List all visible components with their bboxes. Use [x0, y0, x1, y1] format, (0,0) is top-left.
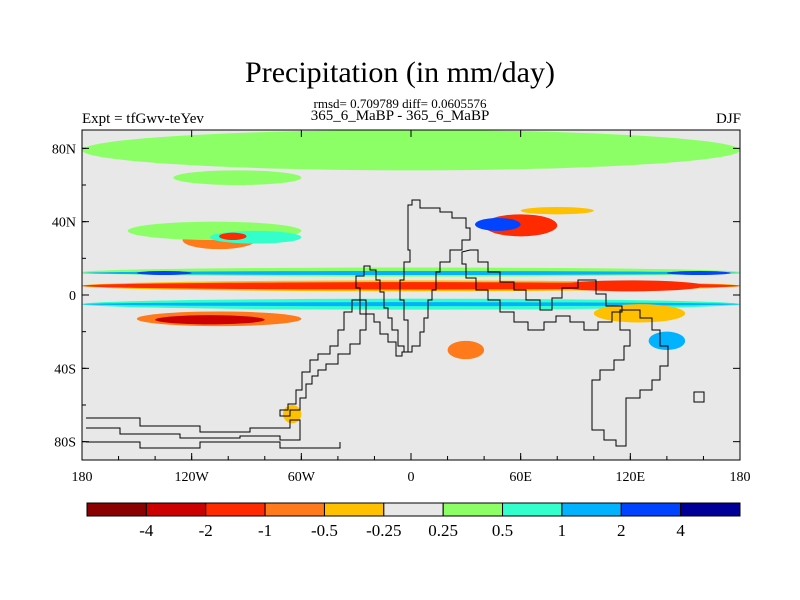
colorbar-label-6: 0.5	[492, 521, 513, 540]
colorbar-label-4: -0.25	[366, 521, 401, 540]
axis-ticks	[81, 130, 741, 460]
coastlines	[86, 199, 705, 449]
anomaly-region-9	[666, 271, 731, 275]
lat-label-2: 0	[69, 289, 76, 304]
colorbar-box-3	[264, 502, 325, 517]
colorbar-box-9	[620, 502, 682, 517]
lon-label-1: 120W	[175, 470, 210, 485]
anomaly-region-18	[474, 218, 521, 231]
colorbar-label-1: -2	[199, 521, 213, 540]
colorbar-box-2	[205, 502, 266, 517]
lat-label-1: 40N	[52, 216, 76, 231]
colorbar-box-1	[145, 502, 207, 517]
anomaly-region-14	[82, 302, 740, 307]
colorbar-label-0: -4	[139, 521, 154, 540]
anomaly-region-19	[520, 207, 594, 215]
coastline-antarctic-edge	[86, 441, 341, 449]
field-background	[82, 130, 740, 460]
lat-label-0: 80N	[52, 142, 76, 157]
colorbar-label-2: -1	[258, 521, 272, 540]
anomaly-region-16	[155, 315, 265, 325]
anomaly-region-5	[219, 232, 247, 240]
colorbar-label-5: 0.25	[428, 521, 458, 540]
anomaly-region-22	[648, 331, 686, 351]
anomaly-region-8	[136, 271, 192, 275]
colorbar-label-8: 2	[617, 521, 626, 540]
experiment-label: Expt = tfGwv-teYev	[82, 111, 204, 127]
anomaly-region-21	[593, 304, 686, 323]
latitude-labels: 80N 40N 0 40S 80S	[52, 142, 76, 450]
map-title: Precipitation (in mm/day)	[245, 56, 555, 89]
longitude-labels: 180 120W 60W 0 60E 120E 180	[72, 470, 751, 485]
anomaly-region-1	[173, 170, 302, 186]
anomaly-region-0	[82, 130, 740, 171]
season-label: DJF	[715, 111, 741, 127]
lon-label-5: 120E	[616, 470, 646, 485]
coastline-australia	[591, 309, 669, 447]
colorbar-label-3: -0.5	[311, 521, 338, 540]
anomaly-region-23	[283, 405, 302, 424]
coastline-southern-ring	[86, 417, 301, 441]
colorbar-box-8	[561, 502, 622, 517]
coastline-south-america	[279, 299, 367, 417]
stats-text: rmsd= 0.709789 diff= 0.0605576	[313, 96, 487, 111]
anomaly-region-20	[447, 340, 485, 360]
precip-field	[82, 130, 740, 460]
colorbar-box-5	[383, 502, 444, 517]
anomaly-region-24	[502, 450, 686, 460]
colorbar-box-0	[86, 502, 147, 517]
lon-label-0: 180	[72, 470, 93, 485]
lon-label-4: 60E	[509, 470, 532, 485]
anomaly-region-7	[82, 271, 740, 275]
colorbar	[86, 502, 741, 517]
colorbar-labels: -4 -2 -1 -0.5 -0.25 0.25 0.5 1 2 4	[139, 521, 685, 540]
colorbar-label-7: 1	[558, 521, 567, 540]
lat-label-4: 80S	[54, 436, 76, 451]
runs-text: 365_6_MaBP - 365_6_MaBP	[310, 108, 490, 124]
colorbar-box-4	[323, 502, 385, 517]
anomaly-region-12	[557, 280, 704, 292]
coastline-africa-europe	[355, 199, 471, 357]
lon-label-2: 60W	[288, 470, 316, 485]
colorbar-box-7	[502, 502, 563, 517]
lat-label-3: 40S	[54, 362, 76, 377]
lon-label-3: 0	[408, 470, 415, 485]
colorbar-box-6	[442, 502, 504, 517]
colorbar-label-9: 4	[676, 521, 685, 540]
colorbar-box-10	[680, 502, 741, 517]
coastline-island-small	[693, 391, 705, 403]
anomaly-regions	[82, 130, 740, 460]
lon-label-6: 180	[730, 470, 751, 485]
coastline-asia	[461, 249, 623, 331]
